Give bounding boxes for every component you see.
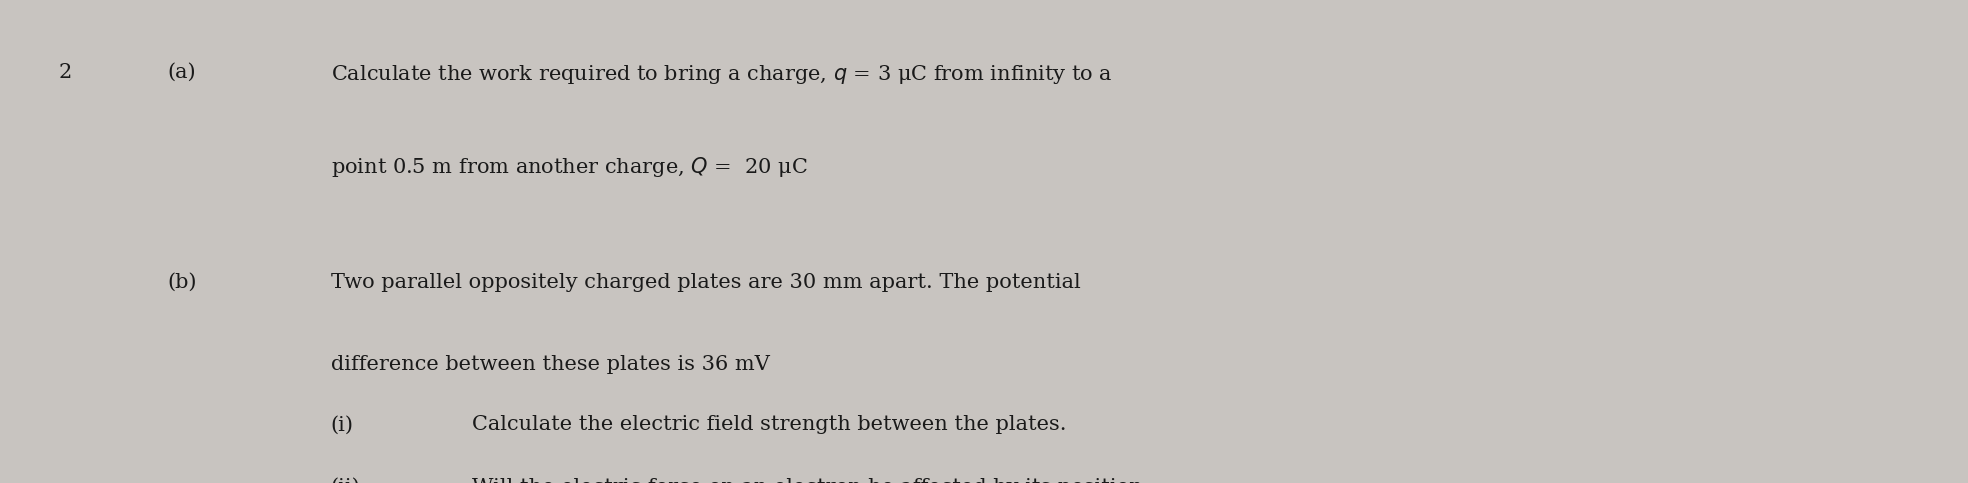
Text: Calculate the electric field strength between the plates.: Calculate the electric field strength be… bbox=[472, 415, 1067, 434]
Text: (a): (a) bbox=[167, 63, 197, 82]
Text: Calculate the work required to bring a charge, $q$ = 3 μC from infinity to a: Calculate the work required to bring a c… bbox=[331, 63, 1112, 86]
Text: point 0.5 m from another charge, $Q$ =  20 μC: point 0.5 m from another charge, $Q$ = 2… bbox=[331, 155, 807, 179]
Text: (i): (i) bbox=[331, 415, 354, 434]
Text: (b): (b) bbox=[167, 273, 197, 292]
Text: (ii): (ii) bbox=[331, 478, 360, 483]
Text: Will the electric force on an electron be affected by its position: Will the electric force on an electron b… bbox=[472, 478, 1143, 483]
Text: difference between these plates is 36 mV: difference between these plates is 36 mV bbox=[331, 355, 769, 374]
Text: 2: 2 bbox=[59, 63, 73, 82]
Text: Two parallel oppositely charged plates are 30 mm apart. The potential: Two parallel oppositely charged plates a… bbox=[331, 273, 1080, 292]
